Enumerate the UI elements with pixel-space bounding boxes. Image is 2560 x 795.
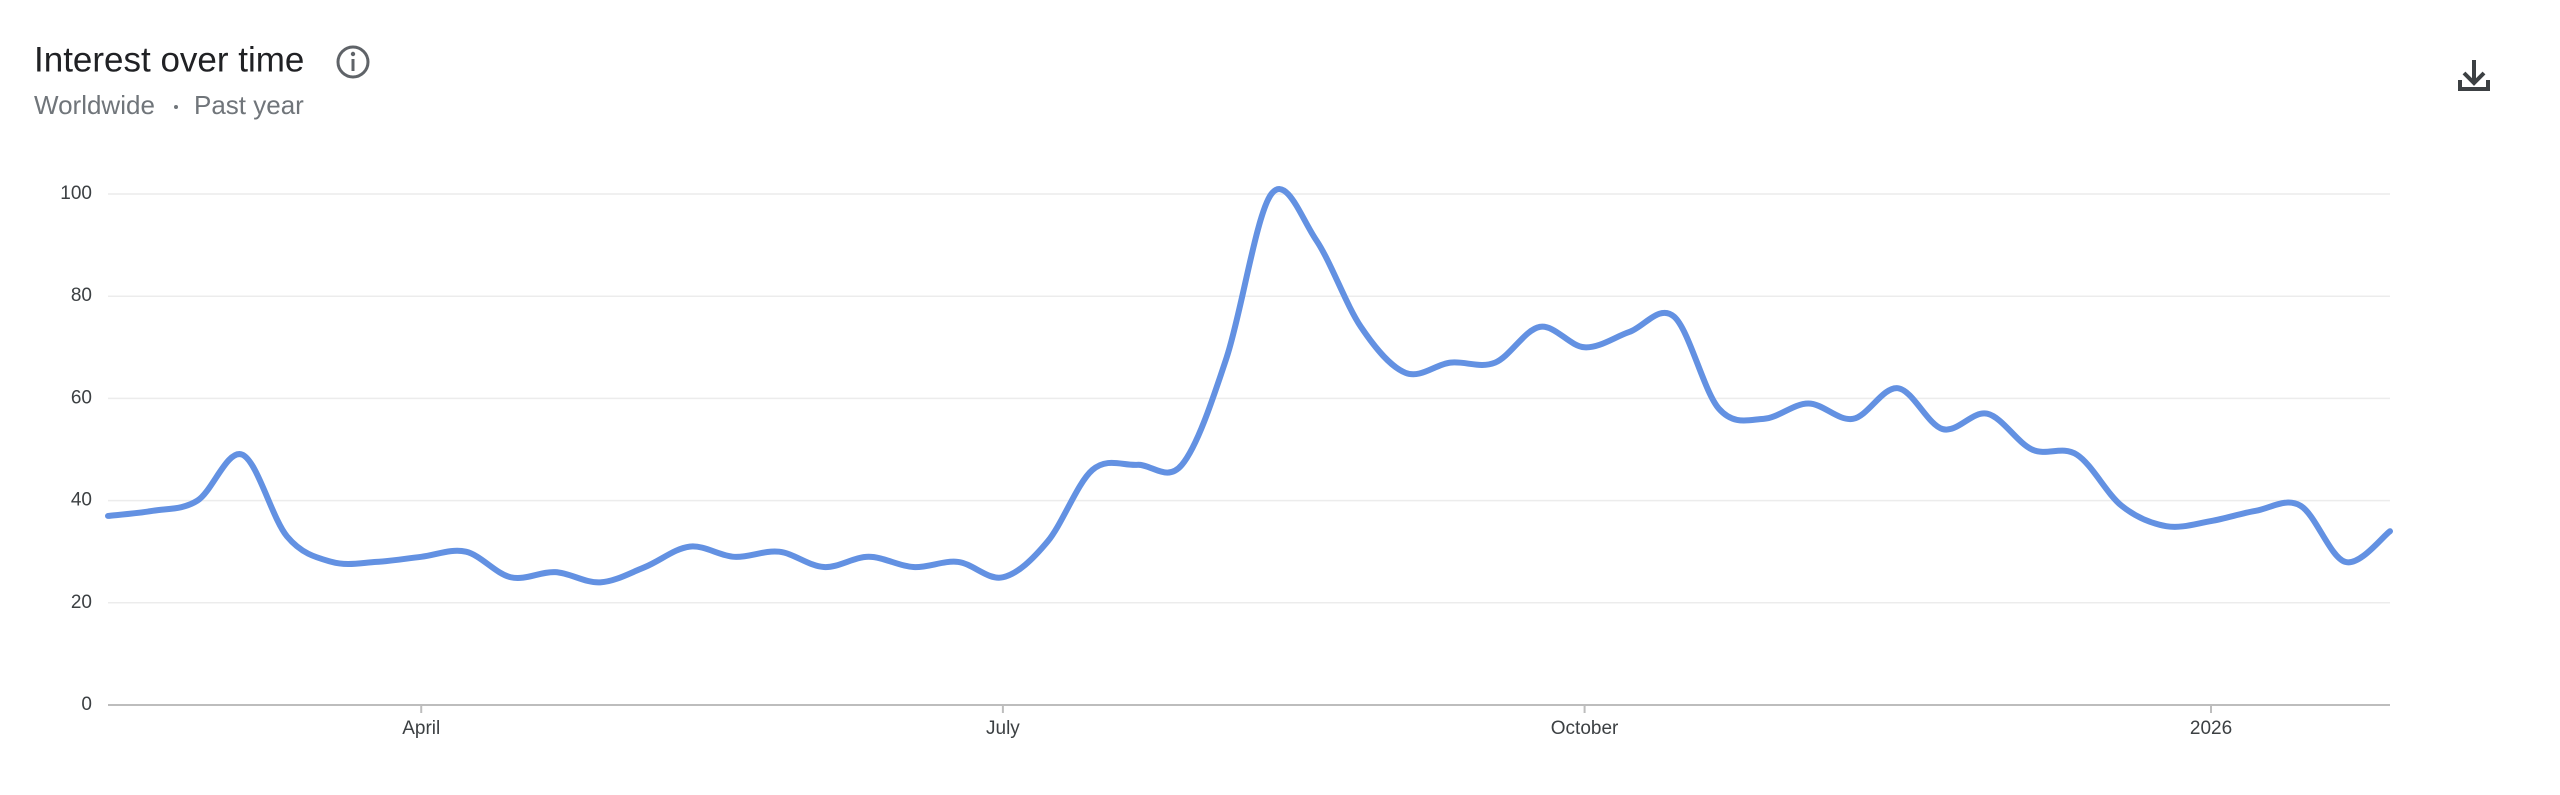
y-tick-label: 40	[71, 490, 92, 511]
y-tick-label: 0	[81, 694, 92, 715]
separator	[174, 105, 178, 109]
download-icon[interactable]	[2458, 60, 2490, 91]
chart-title: Interest over time	[34, 40, 304, 79]
x-tick-label: 2026	[2190, 718, 2232, 739]
y-tick-label: 80	[71, 285, 92, 306]
y-tick-label: 60	[71, 387, 92, 408]
line-series	[105, 186, 2393, 586]
location: Worldwide	[34, 90, 155, 120]
period: Past year	[194, 90, 304, 120]
x-tick-label: October	[1551, 718, 1619, 739]
info-icon[interactable]	[336, 45, 370, 79]
y-tick-label: 100	[60, 183, 92, 204]
y-tick-label: 20	[71, 592, 92, 613]
x-tick-label: April	[402, 718, 440, 739]
x-tick-label: July	[986, 718, 1020, 739]
